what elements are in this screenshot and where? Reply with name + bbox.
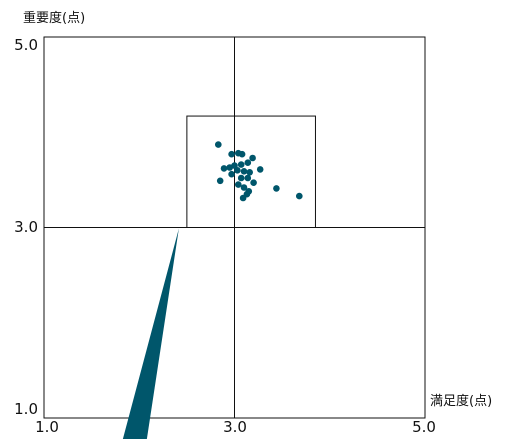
data-point-24 (239, 194, 247, 202)
x-tick-label-middle: 3.0 (223, 418, 247, 436)
data-point-17 (244, 174, 252, 182)
data-point-14 (256, 166, 264, 173)
data-point-26 (296, 192, 303, 200)
y-tick-label-middle: 3.0 (14, 218, 38, 236)
x-axis-label: 満足度(点) (430, 393, 492, 409)
zoom-box (186, 115, 316, 228)
data-point-21 (240, 184, 248, 191)
data-point-4 (238, 150, 246, 158)
data-point-25 (273, 185, 280, 192)
data-point-20 (250, 179, 257, 186)
y-tick-label-top: 5.0 (14, 36, 38, 54)
y-tick-label-bottom: 1.0 (14, 400, 38, 418)
data-point-19 (235, 181, 242, 188)
data-point-5 (249, 154, 256, 162)
callout-pointer (122, 228, 179, 439)
data-point-7 (237, 161, 245, 168)
data-point-10 (220, 165, 228, 172)
data-point-11 (234, 167, 241, 174)
x-tick-label-left: 1.0 (35, 418, 59, 436)
data-point-15 (228, 170, 235, 178)
data-point-2 (228, 150, 235, 158)
data-point-16 (237, 174, 245, 182)
y-axis-label: 重要度(点) (23, 10, 85, 26)
data-point-18 (216, 177, 224, 185)
data-point-12 (240, 168, 248, 175)
data-point-6 (244, 159, 252, 166)
data-point-1 (215, 141, 222, 148)
data-point-9 (226, 164, 233, 171)
x-tick-label-right: 5.0 (412, 418, 436, 436)
data-points (215, 141, 303, 202)
data-point-13 (246, 169, 253, 176)
